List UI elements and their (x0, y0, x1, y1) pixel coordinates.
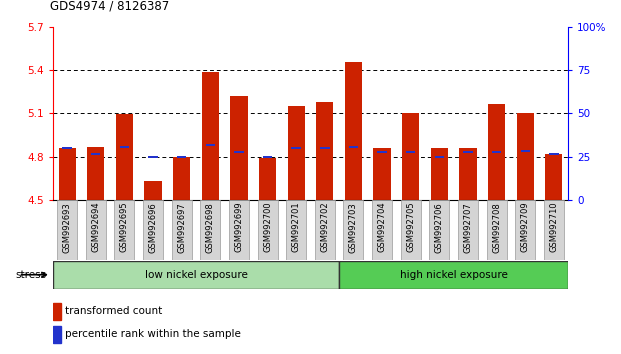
Bar (86, 200, 106, 260)
Bar (401, 200, 421, 260)
Bar (87, 147, 104, 200)
Bar (487, 200, 507, 260)
Bar (343, 200, 363, 260)
Bar (339, 261, 568, 289)
Text: GSM992701: GSM992701 (292, 202, 301, 252)
Bar (435, 156, 444, 158)
Text: GSM992700: GSM992700 (263, 202, 272, 252)
Bar (378, 151, 387, 153)
Text: GSM992697: GSM992697 (177, 202, 186, 252)
Text: GSM992695: GSM992695 (120, 202, 129, 252)
Text: high nickel exposure: high nickel exposure (400, 270, 507, 280)
Bar (200, 200, 220, 260)
Text: GSM992696: GSM992696 (148, 202, 158, 252)
Bar (373, 148, 391, 200)
Bar (345, 62, 362, 200)
Bar (58, 148, 76, 200)
Bar (143, 200, 163, 260)
Bar (229, 200, 249, 260)
Bar (177, 156, 186, 158)
Text: GSM992706: GSM992706 (435, 202, 444, 252)
Text: stress: stress (16, 270, 47, 280)
Bar (263, 156, 272, 158)
Bar (57, 200, 77, 260)
Bar (406, 151, 415, 153)
Bar (286, 200, 306, 260)
Bar (520, 150, 530, 152)
Text: GSM992702: GSM992702 (320, 202, 329, 252)
Bar (120, 145, 129, 148)
Bar (429, 200, 450, 260)
Bar (53, 261, 339, 289)
Bar (148, 156, 158, 158)
Bar (402, 113, 419, 200)
Bar (116, 114, 133, 200)
Bar (258, 200, 278, 260)
Bar (372, 200, 392, 260)
Text: GDS4974 / 8126387: GDS4974 / 8126387 (50, 0, 169, 12)
Bar (463, 151, 473, 153)
Bar (492, 151, 501, 153)
Bar (145, 181, 161, 200)
Bar (288, 106, 305, 200)
Bar (230, 96, 248, 200)
Bar (234, 151, 243, 153)
Text: low nickel exposure: low nickel exposure (145, 270, 247, 280)
Text: GSM992698: GSM992698 (206, 202, 215, 252)
Bar (315, 200, 335, 260)
Bar (259, 158, 276, 200)
Text: GSM992699: GSM992699 (234, 202, 243, 252)
Bar (53, 326, 61, 343)
Bar (515, 200, 535, 260)
Bar (460, 148, 476, 200)
Text: GSM992704: GSM992704 (378, 202, 387, 252)
Bar (202, 72, 219, 200)
Bar (545, 154, 563, 200)
Text: percentile rank within the sample: percentile rank within the sample (65, 330, 241, 339)
Bar (517, 113, 534, 200)
Text: transformed count: transformed count (65, 307, 163, 316)
Text: GSM992694: GSM992694 (91, 202, 100, 252)
Bar (62, 147, 72, 149)
Bar (53, 303, 61, 320)
Bar (173, 156, 190, 200)
Bar (171, 200, 192, 260)
Text: GSM992705: GSM992705 (406, 202, 415, 252)
Text: GSM992710: GSM992710 (550, 202, 558, 252)
Bar (431, 148, 448, 200)
Bar (114, 200, 134, 260)
Bar (349, 145, 358, 148)
Bar (458, 200, 478, 260)
Text: GSM992707: GSM992707 (463, 202, 473, 252)
Bar (320, 147, 330, 149)
Bar (316, 102, 333, 200)
Bar (91, 153, 101, 155)
Bar (206, 144, 215, 146)
Text: GSM992708: GSM992708 (492, 202, 501, 252)
Bar (291, 147, 301, 149)
Bar (488, 104, 505, 200)
Bar (544, 200, 564, 260)
Text: GSM992709: GSM992709 (521, 202, 530, 252)
Bar (549, 153, 559, 155)
Text: GSM992703: GSM992703 (349, 202, 358, 252)
Text: GSM992693: GSM992693 (63, 202, 71, 252)
